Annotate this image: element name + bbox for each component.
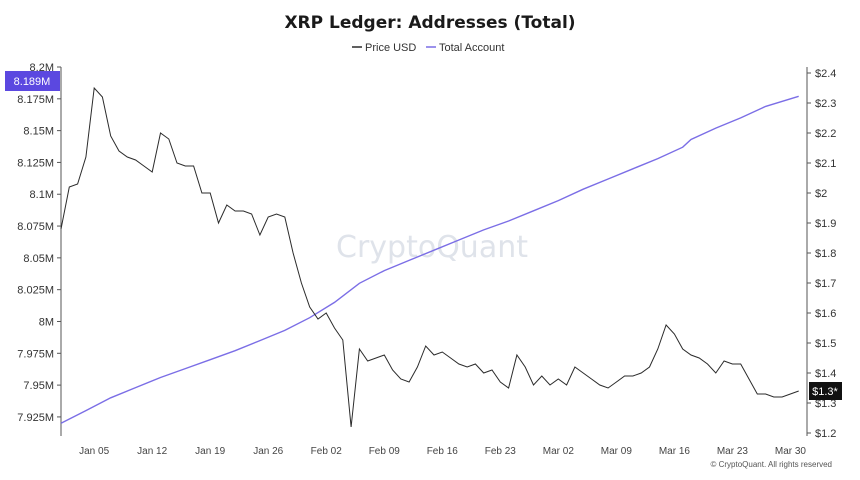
left-current-badge-bg	[5, 70, 60, 91]
left-axis-tick-label: 8.15M	[23, 126, 54, 138]
left-axis-tick-label: 8M	[39, 316, 54, 328]
right-axis-tick-label: $1.3	[815, 398, 836, 410]
right-axis-tick-label: $1.4	[815, 368, 836, 380]
chart-title: XRP Ledger: Addresses (Total)	[284, 13, 575, 33]
left-axis-tick-label: 8.1M	[30, 189, 54, 201]
x-axis-tick-label: Jan 12	[137, 446, 167, 457]
x-axis-tick-label: Mar 16	[659, 446, 691, 457]
right-axis-tick-label: $2.3	[815, 98, 836, 110]
legend: Price USD Total Account	[352, 42, 504, 54]
x-axis-tick-label: Mar 30	[775, 446, 807, 457]
right-axis-tick-label: $1.7	[815, 278, 836, 290]
x-axis-tick-label: Jan 26	[253, 446, 283, 457]
x-axis-tick-label: Feb 09	[369, 446, 401, 457]
right-axis-tick-label: $2	[815, 188, 827, 200]
left-axis-tick-label: 8.075M	[17, 221, 54, 233]
left-axis-tick-label: 8.05M	[23, 253, 54, 265]
left-axis-tick-label: 8.175M	[17, 94, 54, 106]
left-axis-ticks: 7.925M 7.95M 7.975M 8M 8.025M 8.05M 8.075M 8.1M…	[17, 62, 61, 424]
left-axis-tick-label: 7.925M	[17, 412, 54, 424]
series-line-price-usd	[60, 86, 799, 428]
left-axis-tick-label: 7.975M	[17, 348, 54, 360]
left-axis-tick-label: 8.025M	[17, 285, 54, 297]
left-current-badge-label: 8.189M	[14, 76, 51, 88]
x-axis-ticks: Jan 05 Jan 12 Jan 19 Jan 26 Feb 02 Feb 09 Feb …	[79, 446, 806, 457]
left-current-badge: 8.189M	[5, 70, 60, 91]
right-axis-tick-label: $1.6	[815, 308, 836, 320]
right-axis-tick-label: $2.1	[815, 158, 836, 170]
legend-label-accounts: Total Account	[439, 42, 504, 54]
right-current-badge: $1.3*	[809, 382, 842, 400]
watermark: CryptoQuant	[336, 230, 528, 265]
right-axis-tick-label: $1.9	[815, 218, 836, 230]
x-axis-tick-label: Feb 02	[311, 446, 343, 457]
right-axis-tick-label: $1.5	[815, 338, 836, 350]
right-current-badge-bg	[809, 382, 842, 400]
right-axis-tick-label: $2.4	[815, 68, 836, 80]
x-axis-tick-label: Jan 19	[195, 446, 225, 457]
x-axis-tick-label: Jan 05	[79, 446, 109, 457]
x-axis-tick-label: Feb 16	[427, 446, 459, 457]
right-axis-tick-label: $1.8	[815, 248, 836, 260]
x-axis-tick-label: Mar 02	[543, 446, 575, 457]
x-axis-tick-label: Mar 23	[717, 446, 749, 457]
right-axis-ticks: $1.2 $1.3 $1.4 $1.5 $1.6 $1.7 $1.8 $1.9 $2 $2.1 $2…	[807, 68, 836, 440]
right-axis-tick-label: $2.2	[815, 128, 836, 140]
x-axis-tick-label: Feb 23	[485, 446, 517, 457]
right-current-badge-label: $1.3*	[812, 386, 838, 398]
x-axis-tick-label: Mar 09	[601, 446, 633, 457]
left-axis-tick-label: 8.125M	[17, 157, 54, 169]
left-axis-tick-label: 7.95M	[23, 380, 54, 392]
right-axis-tick-label: $1.2	[815, 428, 836, 440]
credit-text: © CryptoQuant. All rights reserved	[711, 460, 833, 469]
series-line-total-account	[60, 95, 799, 424]
legend-label-price: Price USD	[365, 42, 416, 54]
